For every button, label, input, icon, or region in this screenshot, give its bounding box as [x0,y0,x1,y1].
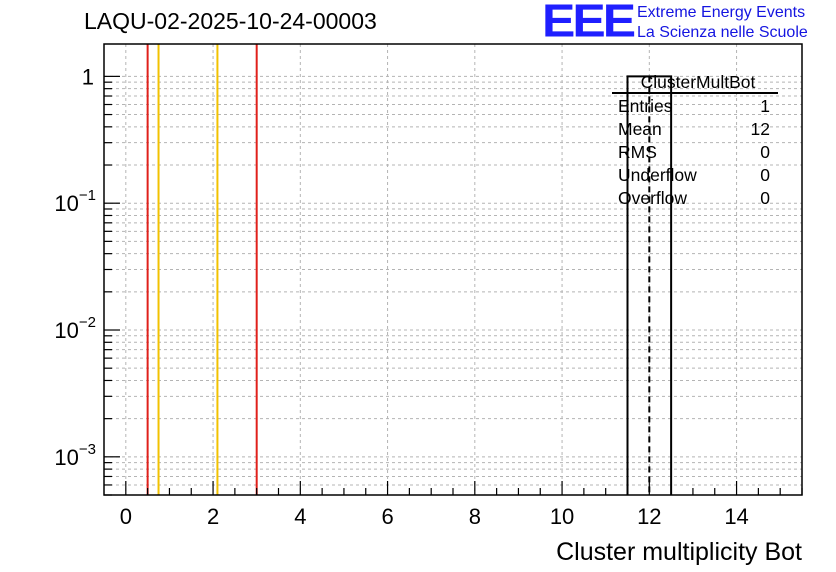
x-tick-label: 0 [120,504,132,529]
stats-value: 0 [760,188,770,208]
stats-title: ClusterMultBot [640,72,756,92]
y-tick-label: 10−1 [54,187,96,216]
x-tick-label: 10 [550,504,574,529]
reference-lines [146,44,258,495]
histogram-bar [626,75,673,495]
axes [103,43,803,496]
y-tick-label: 10−3 [54,441,96,470]
x-axis-title: Cluster multiplicity Bot [556,538,802,566]
stats-value: 0 [760,165,770,185]
stats-box: ClusterMultBot Entries 1 Mean 12 RMS 0 U… [612,72,778,210]
histogram-bins [626,75,673,495]
stats-value: 1 [760,96,770,116]
stats-row-mean: Mean 12 [612,118,778,141]
x-tick-label: 12 [637,504,661,529]
grid [104,44,802,496]
stats-label: Underflow [618,165,697,185]
run-title: LAQU-02-2025-10-24-00003 [84,8,377,34]
stats-label: Entries [618,96,673,116]
y-tick-label: 1 [82,64,94,89]
logo-caption-line2: La Scienza nelle Scuole [637,24,808,41]
x-tick-label: 4 [294,504,306,529]
y-tick-label: 10−2 [54,314,96,343]
x-tick-label: 2 [207,504,219,529]
stats-row-rms: RMS 0 [612,141,778,164]
stats-label: Mean [618,119,662,139]
x-tick-label: 14 [724,504,748,529]
stats-row-entries: Entries 1 [612,95,778,118]
stats-divider [612,92,778,94]
stats-value: 0 [760,142,770,162]
stats-label: RMS [618,142,657,162]
eee-logo: EEE [542,0,636,47]
stats-row-overflow: Overflow 0 [612,187,778,210]
x-tick-label: 8 [469,504,481,529]
x-tick-label: 6 [381,504,393,529]
stats-value: 12 [750,119,770,139]
stats-row-underflow: Underflow 0 [612,164,778,187]
logo-caption-line1: Extreme Energy Events [637,4,806,21]
stats-label: Overflow [618,188,688,208]
